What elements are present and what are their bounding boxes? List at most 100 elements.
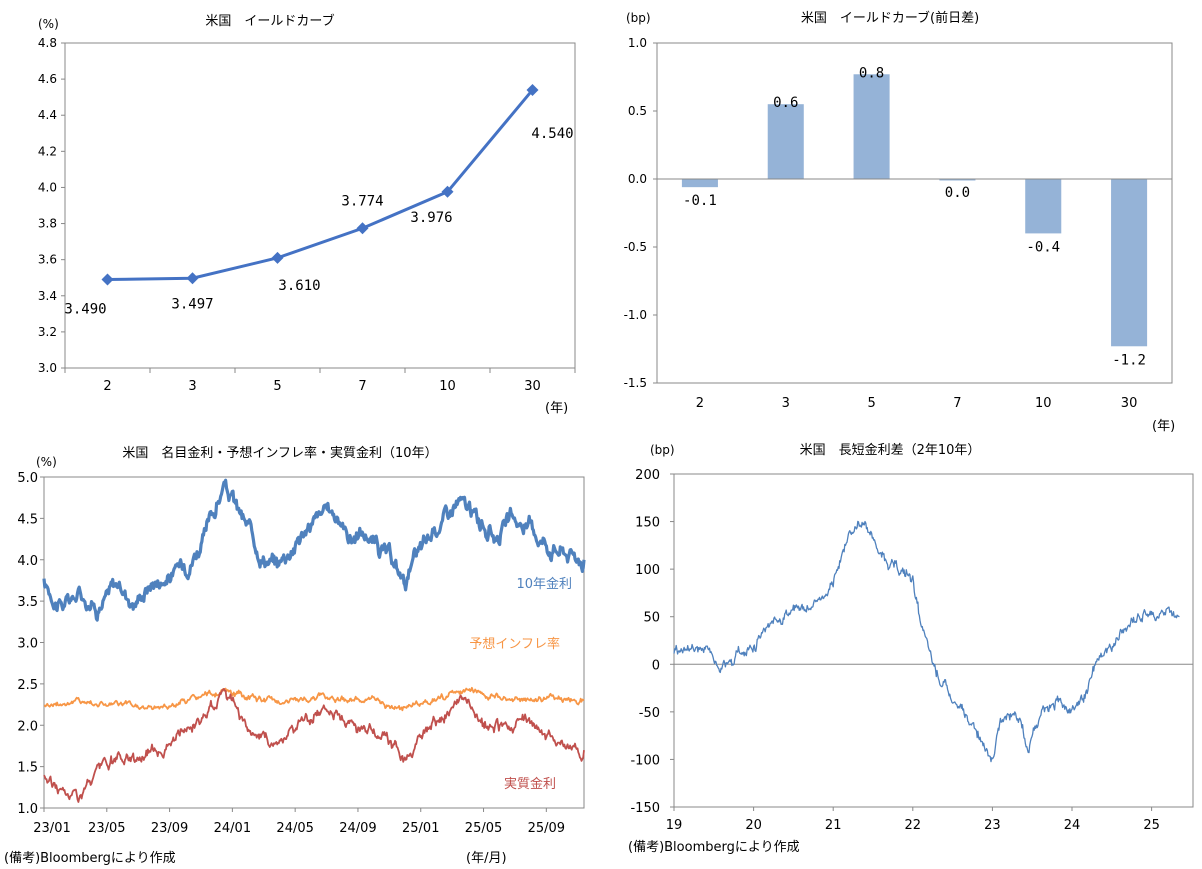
- data-point-marker: [356, 222, 369, 235]
- y-axis-unit: (bp): [626, 11, 651, 25]
- x-axis-unit: (年): [545, 401, 568, 416]
- y-tick-label: 2.0: [17, 719, 38, 734]
- x-axis-unit: (年): [1152, 419, 1175, 434]
- y-tick-label: 3.4: [38, 289, 57, 303]
- chart-title: 米国 名目金利・予想インフレ率・実質金利（10年）: [122, 445, 437, 461]
- x-tick-label: 25: [1143, 818, 1160, 833]
- chart-title: 米国 イールドカーブ: [205, 13, 334, 29]
- y-tick-label: 100: [635, 563, 660, 578]
- y-tick-label: 50: [643, 611, 660, 626]
- x-tick-label: 24: [1064, 818, 1081, 833]
- x-tick-label: 30: [524, 379, 541, 394]
- series-line: [43, 686, 585, 712]
- y-tick-label: 4.0: [17, 554, 38, 569]
- x-tick-label: 30: [1121, 396, 1138, 411]
- footnote-source-left: (備考)Bloombergにより作成: [4, 850, 176, 866]
- y-tick-label: 3.6: [38, 253, 57, 267]
- y-tick-label: 1.5: [17, 761, 38, 776]
- series-line: [42, 478, 586, 622]
- y-tick-label: 4.5: [17, 512, 38, 527]
- y-tick-label: 0: [652, 658, 660, 673]
- x-tick-label: 20: [745, 818, 762, 833]
- bar: [767, 104, 804, 179]
- x-tick-label: 7: [953, 396, 961, 411]
- x-tick-label: 7: [358, 379, 366, 394]
- x-tick-label: 25/09: [528, 821, 565, 836]
- bar: [853, 74, 890, 179]
- data-label: 3.490: [64, 302, 106, 318]
- y-tick-label: -100: [630, 753, 660, 768]
- legend-real: 実質金利: [504, 776, 556, 792]
- y-axis-unit: (bp): [650, 443, 675, 457]
- y-axis-unit: (%): [38, 17, 59, 31]
- x-tick-label: 5: [867, 396, 875, 411]
- x-tick-label: 5: [273, 379, 281, 394]
- data-label: -1.2: [1112, 352, 1146, 368]
- y-tick-label: 3.2: [38, 325, 57, 339]
- data-label: 3.774: [341, 193, 383, 209]
- data-label: 3.610: [278, 278, 320, 294]
- y-tick-label: 3.5: [17, 595, 38, 610]
- x-tick-label: 24/09: [339, 821, 376, 836]
- plot-area: [656, 42, 1173, 384]
- x-tick-label: 24/05: [276, 821, 313, 836]
- x-tick-label: 22: [905, 818, 922, 833]
- x-tick-label: 19: [666, 818, 683, 833]
- x-tick-label: 21: [825, 818, 842, 833]
- series-line: [43, 688, 585, 803]
- x-tick-label: 3: [188, 379, 196, 394]
- series-line: [107, 88, 534, 282]
- plot-area: [64, 42, 576, 369]
- y-tick-label: 0.0: [628, 172, 647, 186]
- data-label: 0.0: [945, 185, 970, 201]
- footnote-source-right: (備考)Bloombergにより作成: [628, 839, 800, 855]
- bar: [1025, 179, 1062, 234]
- data-label: 3.976: [410, 210, 452, 226]
- y-tick-label: 1.0: [17, 802, 38, 817]
- data-point-marker: [101, 273, 114, 286]
- y-axis-unit: (%): [36, 455, 57, 469]
- y-tick-label: -0.5: [624, 240, 647, 254]
- y-tick-label: 3.0: [38, 361, 57, 375]
- data-point-marker: [271, 251, 284, 264]
- data-label: 0.8: [859, 65, 884, 81]
- x-tick-label: 10: [439, 379, 456, 394]
- bar: [681, 179, 718, 188]
- x-tick-label: 25/05: [465, 821, 502, 836]
- y-tick-label: 5.0: [17, 471, 38, 486]
- y-tick-label: 3.0: [17, 637, 38, 652]
- y-tick-label: 1.0: [628, 36, 647, 50]
- bar: [939, 179, 976, 181]
- y-tick-label: 150: [635, 516, 660, 531]
- chart-title: 米国 長短金利差（2年10年）: [800, 442, 981, 458]
- data-label: -0.1: [683, 193, 717, 209]
- chart-yield-change: (bp) 米国 イールドカーブ(前日差) (年) 1.0 0.5 0.0 -0.5 -1…: [624, 10, 1176, 434]
- data-point-marker: [186, 272, 199, 285]
- x-tick-label: 24/01: [214, 821, 251, 836]
- data-label: 4.540: [531, 126, 573, 142]
- bar: [1111, 179, 1148, 347]
- y-tick-label: 4.6: [38, 72, 57, 86]
- legend-breakeven: 予想インフレ率: [469, 636, 560, 652]
- x-tick-label: 23/01: [33, 821, 70, 836]
- x-tick-label: 3: [782, 396, 790, 411]
- x-tick-label: 2: [696, 396, 704, 411]
- chart-title: 米国 イールドカーブ(前日差): [801, 10, 979, 26]
- x-tick-label: 23/05: [88, 821, 125, 836]
- x-tick-label: 10: [1035, 396, 1052, 411]
- y-tick-label: 0.5: [628, 104, 647, 118]
- plot-area: [673, 473, 1194, 808]
- y-tick-label: -150: [630, 801, 660, 816]
- legend-10y: 10年金利: [516, 576, 572, 592]
- y-tick-label: 3.8: [38, 217, 57, 231]
- y-tick-label: -1.0: [624, 308, 647, 322]
- y-tick-label: -1.5: [624, 376, 647, 390]
- y-tick-label: 4.4: [38, 108, 57, 122]
- x-axis-unit: (年/月): [466, 851, 507, 866]
- x-tick-label: 2: [103, 379, 111, 394]
- chart-yield-curve: (%) 米国 イールドカーブ (年) 3.0 3.2 3.4 3.6 3.8 4.0 4.2…: [38, 13, 576, 416]
- y-tick-label: 2.5: [17, 678, 38, 693]
- y-tick-label: 200: [635, 468, 660, 483]
- chart-nominal-breakeven-real: (%) 米国 名目金利・予想インフレ率・実質金利（10年） (年/月) 10年金…: [17, 445, 586, 866]
